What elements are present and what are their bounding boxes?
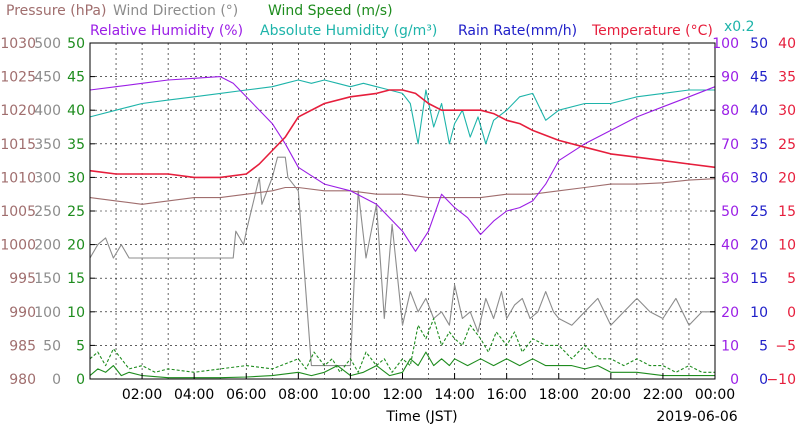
series-pressure xyxy=(89,178,716,205)
y-tick-label-pressure: 1030 xyxy=(0,36,36,52)
y-tick-label-wind-speed: 0 xyxy=(76,372,85,388)
x-tick-label: 10:00 xyxy=(330,387,370,403)
x-tick-label: 06:00 xyxy=(226,387,266,403)
y-tick-label-wind-speed: 45 xyxy=(67,70,85,86)
y-tick-label-rain: 50 xyxy=(750,36,768,52)
x-tick-label: 14:00 xyxy=(434,387,474,403)
series-rh xyxy=(89,76,716,252)
x-tick-label: 02:00 xyxy=(122,387,162,403)
x-tick-label: 12:00 xyxy=(382,387,422,403)
x-tick-label: 16:00 xyxy=(486,387,526,403)
y-tick-label-rain: 25 xyxy=(750,204,768,220)
y-tick-label-wind-dir: 300 xyxy=(34,170,61,186)
y-tick-label-wind-dir: 0 xyxy=(52,372,61,388)
y-tick-label-wind-speed: 30 xyxy=(67,170,85,186)
x-axis-label: Time (JST) xyxy=(385,409,457,425)
grid xyxy=(90,43,715,379)
y-tick-label-rain: 45 xyxy=(750,70,768,86)
series-wind-speed xyxy=(89,351,715,379)
y-tick-label-rain: 30 xyxy=(750,170,768,186)
y-tick-label-wind-speed: 10 xyxy=(67,305,85,321)
y-tick-label-rain: 40 xyxy=(750,103,768,119)
y-tick-label-temp: −5 xyxy=(775,338,796,354)
legend: Pressure (hPa) Wind Direction (°) Wind S… xyxy=(6,3,755,39)
axes-layer: 02:00 04:00 06:00 08:00 10:00 12:00 14:00 16:00… xyxy=(0,36,796,403)
series-temp xyxy=(89,89,716,179)
y-tick-label-rh: 80 xyxy=(721,103,739,119)
y-tick-label-temp: 10 xyxy=(778,238,796,254)
y-tick-label-temp: 20 xyxy=(778,170,796,186)
legend-rain-rate: Rain Rate(mm/h) xyxy=(458,23,577,39)
y-tick-label-wind-dir: 150 xyxy=(34,271,61,287)
y-tick-label-pressure: 1015 xyxy=(0,137,36,153)
y-tick-label-pressure: 1010 xyxy=(0,170,36,186)
y-tick-label-pressure: 985 xyxy=(9,338,36,354)
y-tick-label-rain: 35 xyxy=(750,137,768,153)
y-tick-label-rain: 5 xyxy=(759,338,768,354)
y-tick-label-wind-dir: 100 xyxy=(34,305,61,321)
y-tick-label-rh: 10 xyxy=(721,338,739,354)
legend-wind-speed: Wind Speed (m/s) xyxy=(268,3,393,19)
y-tick-label-rain: 0 xyxy=(759,372,768,388)
legend-temperature: Temperature (°C) xyxy=(591,23,713,39)
x-tick-label: 22:00 xyxy=(643,387,683,403)
y-tick-label-pressure: 1020 xyxy=(0,103,36,119)
y-tick-label-rh: 20 xyxy=(721,305,739,321)
series-wind-dir xyxy=(89,156,715,367)
y-tick-label-wind-dir: 200 xyxy=(34,238,61,254)
y-tick-label-wind-speed: 50 xyxy=(67,36,85,52)
y-tick-label-temp: 40 xyxy=(778,36,796,52)
legend-absolute-humidity: Absolute Humidity (g/m³) xyxy=(260,23,437,39)
x-tick-label: 08:00 xyxy=(278,387,318,403)
y-tick-label-pressure: 1025 xyxy=(0,70,36,86)
y-tick-label-rh: 90 xyxy=(721,70,739,86)
ah-factor-label: x0.2 xyxy=(724,19,755,35)
y-tick-label-wind-speed: 5 xyxy=(76,338,85,354)
y-tick-label-pressure: 980 xyxy=(9,372,36,388)
legend-pressure: Pressure (hPa) xyxy=(6,3,106,19)
y-tick-label-rh: 50 xyxy=(721,204,739,220)
legend-relative-humidity: Relative Humidity (%) xyxy=(90,23,243,39)
y-tick-label-wind-speed: 15 xyxy=(67,271,85,287)
x-tick-label: 18:00 xyxy=(539,387,579,403)
y-tick-label-wind-speed: 35 xyxy=(67,137,85,153)
y-tick-label-wind-dir: 250 xyxy=(34,204,61,220)
y-tick-label-pressure: 1005 xyxy=(0,204,36,220)
y-tick-label-pressure: 995 xyxy=(9,271,36,287)
y-tick-label-rh: 0 xyxy=(730,372,739,388)
y-tick-label-rh: 40 xyxy=(721,238,739,254)
y-tick-label-wind-speed: 40 xyxy=(67,103,85,119)
y-tick-label-rain: 15 xyxy=(750,271,768,287)
y-tick-label-pressure: 990 xyxy=(9,305,36,321)
x-tick-label: 00:00 xyxy=(695,387,735,403)
y-tick-label-temp: 35 xyxy=(778,70,796,86)
series-wind-gust xyxy=(89,317,715,373)
y-tick-label-rh: 60 xyxy=(721,170,739,186)
y-tick-label-wind-dir: 450 xyxy=(34,70,61,86)
y-tick-label-rh: 70 xyxy=(721,137,739,153)
y-tick-label-wind-speed: 20 xyxy=(67,238,85,254)
x-tick-label: 20:00 xyxy=(591,387,631,403)
y-tick-label-temp: 25 xyxy=(778,137,796,153)
legend-wind-direction: Wind Direction (°) xyxy=(113,3,238,19)
y-tick-label-pressure: 1000 xyxy=(0,238,36,254)
y-tick-label-wind-dir: 50 xyxy=(43,338,61,354)
y-tick-label-temp: 5 xyxy=(787,271,796,287)
series-ah xyxy=(89,79,715,145)
y-tick-label-rh: 30 xyxy=(721,271,739,287)
y-tick-label-wind-dir: 400 xyxy=(34,103,61,119)
y-tick-label-rh: 100 xyxy=(712,36,739,52)
y-tick-label-rain: 10 xyxy=(750,305,768,321)
y-tick-label-wind-dir: 500 xyxy=(34,36,61,52)
y-tick-label-temp: 15 xyxy=(778,204,796,220)
y-tick-label-wind-dir: 350 xyxy=(34,137,61,153)
y-tick-label-wind-speed: 25 xyxy=(67,204,85,220)
x-tick-label: 04:00 xyxy=(174,387,214,403)
y-tick-label-temp: 30 xyxy=(778,103,796,119)
y-tick-label-temp: 0 xyxy=(787,305,796,321)
y-tick-label-rain: 20 xyxy=(750,238,768,254)
date-label: 2019-06-06 xyxy=(656,409,737,425)
y-tick-label-temp: −10 xyxy=(766,372,796,388)
